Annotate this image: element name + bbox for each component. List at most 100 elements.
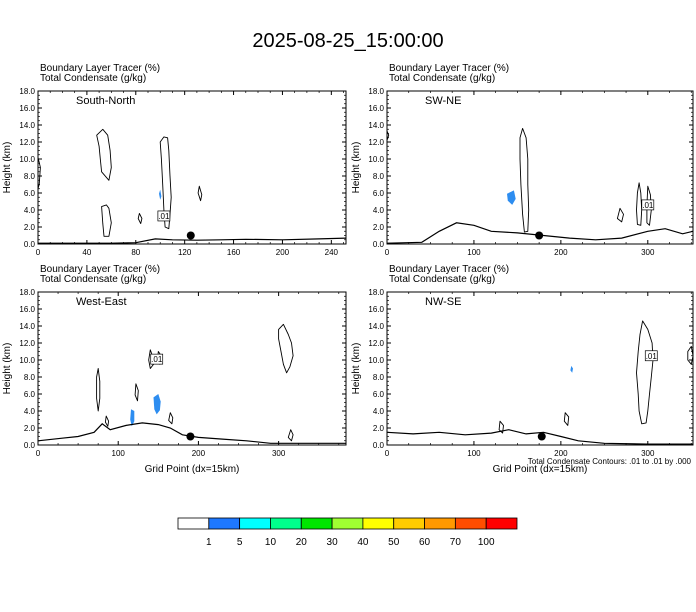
colorbar-label: 40 xyxy=(357,537,369,548)
panel-label-tracer: Boundary Layer Tracer (%) xyxy=(40,264,160,275)
direction-label: NW-SE xyxy=(425,296,461,308)
contour-label-box xyxy=(644,350,658,362)
tracer-region xyxy=(570,365,573,373)
y-tick-label: 8.0 xyxy=(373,172,385,181)
contour-label: .01 xyxy=(158,212,170,221)
y-tick-label: 0.0 xyxy=(24,240,36,249)
y-tick-label: 18.0 xyxy=(368,87,384,96)
y-tick-label: 4.0 xyxy=(24,206,36,215)
tracer-region xyxy=(159,189,162,200)
colorbar-label: 5 xyxy=(237,537,243,548)
colorbar-segment xyxy=(300,517,333,530)
contour-footnote: Total Condensate Contours: .01 to .01 by… xyxy=(528,457,692,466)
x-tick-label: 200 xyxy=(276,248,290,257)
panel-sw-ne: Boundary Layer Tracer (%)Total Condensat… xyxy=(351,63,694,257)
x-tick-label: 80 xyxy=(131,248,140,257)
x-tick-label: 160 xyxy=(227,248,241,257)
terrain-line xyxy=(38,237,346,244)
condensate-contour xyxy=(96,368,101,412)
y-tick-label: 12.0 xyxy=(368,138,384,147)
x-tick-label: 200 xyxy=(554,449,568,458)
contour-label-box xyxy=(150,353,164,365)
condensate-contour xyxy=(137,212,143,225)
contour-label-box xyxy=(157,210,171,222)
condensate-contour xyxy=(387,130,390,141)
y-tick-label: 18.0 xyxy=(368,288,384,297)
y-tick-label: 8.0 xyxy=(373,373,385,382)
terrain-line xyxy=(38,422,346,444)
colorbar-segment xyxy=(485,517,518,530)
y-axis-label: Height (km) xyxy=(351,142,362,194)
condensate-contour xyxy=(197,185,203,202)
y-tick-label: 10.0 xyxy=(19,356,35,365)
colorbar-label: 60 xyxy=(419,537,431,548)
y-tick-label: 10.0 xyxy=(368,356,384,365)
y-tick-label: 6.0 xyxy=(24,390,36,399)
terrain-line xyxy=(387,429,693,445)
terrain-line xyxy=(387,222,693,244)
page-title: 2025-08-25_15:00:00 xyxy=(252,30,444,52)
panel-label-tracer: Boundary Layer Tracer (%) xyxy=(389,63,509,74)
x-tick-label: 0 xyxy=(385,449,390,458)
y-tick-label: 4.0 xyxy=(24,407,36,416)
y-tick-label: 14.0 xyxy=(368,121,384,130)
y-tick-label: 0.0 xyxy=(24,441,36,450)
y-tick-label: 6.0 xyxy=(24,189,36,198)
colorbar-label: 20 xyxy=(296,537,308,548)
condensate-contour xyxy=(101,204,112,237)
contour-label-box xyxy=(641,199,655,211)
x-axis-label: Grid Point (dx=15km) xyxy=(493,464,588,475)
plot-area: .01 xyxy=(387,320,693,445)
colorbar-segment xyxy=(331,517,364,530)
colorbar-segment xyxy=(177,517,210,530)
condensate-contour xyxy=(96,128,112,181)
tracer-region xyxy=(130,409,135,427)
y-tick-label: 10.0 xyxy=(19,155,35,164)
colorbar-label: 30 xyxy=(327,537,339,548)
y-tick-label: 2.0 xyxy=(373,223,385,232)
colorbar-label: 70 xyxy=(450,537,462,548)
y-tick-label: 2.0 xyxy=(24,223,36,232)
condensate-contour xyxy=(168,412,174,425)
y-tick-label: 16.0 xyxy=(368,305,384,314)
colorbar-label: 100 xyxy=(478,537,495,548)
direction-label: West-East xyxy=(76,296,127,308)
y-tick-label: 14.0 xyxy=(368,322,384,331)
y-tick-label: 12.0 xyxy=(19,138,35,147)
y-tick-label: 6.0 xyxy=(373,390,385,399)
plot-area: .01 xyxy=(38,323,346,444)
y-tick-label: 2.0 xyxy=(24,424,36,433)
direction-label: South-North xyxy=(76,95,135,107)
colorbar-segment xyxy=(270,517,302,530)
condensate-contour xyxy=(498,420,504,434)
contour-label: .01 xyxy=(642,201,654,210)
x-tick-label: 200 xyxy=(192,449,206,458)
y-tick-label: 14.0 xyxy=(19,322,35,331)
colorbar-segment xyxy=(362,517,395,530)
y-tick-label: 18.0 xyxy=(19,87,35,96)
condensate-contour xyxy=(38,156,41,191)
x-tick-label: 100 xyxy=(112,449,126,458)
contour-label: .01 xyxy=(151,355,163,364)
location-point xyxy=(186,432,195,441)
panel-label-tracer: Boundary Layer Tracer (%) xyxy=(389,264,509,275)
condensate-contour xyxy=(159,136,172,230)
condensate-contour xyxy=(519,127,530,233)
y-tick-label: 4.0 xyxy=(373,407,385,416)
panel-south-north: Boundary Layer Tracer (%)Total Condensat… xyxy=(2,63,347,257)
x-tick-label: 240 xyxy=(325,248,339,257)
y-tick-label: 0.0 xyxy=(373,240,385,249)
x-tick-label: 0 xyxy=(36,248,41,257)
condensate-contour xyxy=(636,182,643,226)
x-tick-label: 200 xyxy=(554,248,568,257)
y-tick-label: 16.0 xyxy=(19,305,35,314)
colorbar-label: 50 xyxy=(388,537,400,548)
colorbar-label: 10 xyxy=(265,537,277,548)
condensate-contour xyxy=(134,383,139,402)
contour-label: .01 xyxy=(646,352,658,361)
y-tick-label: 8.0 xyxy=(24,373,36,382)
x-tick-label: 100 xyxy=(467,449,481,458)
y-tick-label: 16.0 xyxy=(368,104,384,113)
plot-frame xyxy=(37,291,347,446)
